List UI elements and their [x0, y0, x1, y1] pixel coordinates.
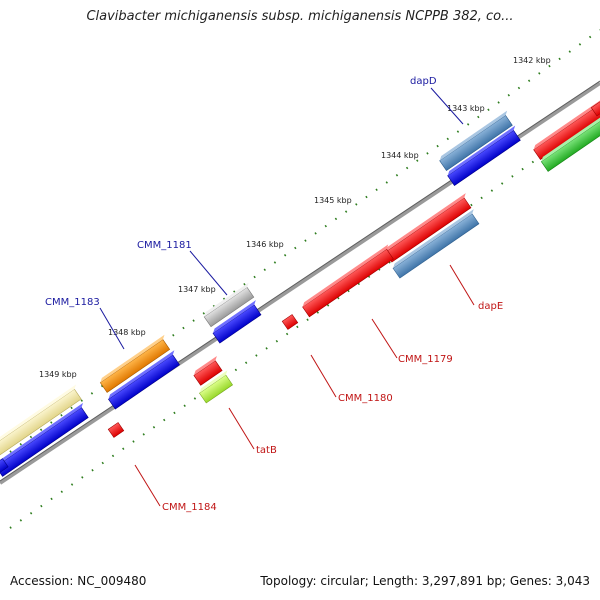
tick-label-1346: 1346 kbp — [246, 240, 284, 249]
feature-red-small-mid[interactable] — [192, 355, 225, 386]
feature-blue-1181-pair[interactable] — [211, 300, 264, 344]
feature-CMM_1180[interactable] — [281, 314, 299, 330]
feature-green-right[interactable] — [540, 113, 600, 172]
feature-CMM_1181[interactable] — [202, 282, 257, 328]
inner-tick-track — [9, 114, 600, 529]
feature-CMM_1184[interactable] — [107, 422, 125, 438]
feature-blue-left[interactable] — [0, 402, 92, 477]
leader-CMM_1180 — [310, 354, 337, 398]
leader-dapE — [449, 264, 475, 306]
accession-text: Accession: NC_009480 — [10, 574, 147, 588]
feature-dapE[interactable] — [391, 209, 482, 279]
tick-label-1347: 1347 kbp — [178, 285, 216, 294]
gene-label-tatB[interactable]: tatB — [256, 445, 277, 456]
label-leaders — [99, 87, 475, 507]
feature-blue-dapD-pair[interactable] — [446, 125, 524, 187]
gene-label-CMM_1184[interactable]: CMM_1184 — [162, 502, 217, 513]
tick-label-1349: 1349 kbp — [39, 370, 77, 379]
map-title: Clavibacter michiganensis subsp. michiga… — [86, 9, 514, 24]
leader-CMM_1179 — [371, 318, 398, 359]
gene-label-dapD[interactable]: dapD — [410, 76, 437, 87]
gene-label-dapE[interactable]: dapE — [478, 301, 503, 312]
feature-CMM_1179[interactable] — [301, 244, 397, 318]
gene-labels: dapD CMM_1181 CMM_1183 dapE CMM_1179 CMM… — [45, 76, 503, 513]
feature-blue-1183-pair[interactable] — [107, 350, 183, 410]
gene-label-CMM_1183[interactable]: CMM_1183 — [45, 297, 100, 308]
leader-CMM_1181 — [189, 250, 228, 296]
leader-CMM_1184 — [134, 464, 161, 507]
genome-summary-text: Topology: circular; Length: 3,297,891 bp… — [260, 574, 590, 588]
leader-CMM_1183 — [99, 307, 125, 350]
tick-label-1345: 1345 kbp — [314, 196, 352, 205]
feature-CMM_1183[interactable] — [99, 334, 173, 393]
tick-labels: 1342 kbp 1343 kbp 1344 kbp 1345 kbp 1346… — [39, 56, 551, 379]
outer-tick-track — [9, 29, 600, 453]
feature-blue-edge-left[interactable] — [0, 458, 9, 475]
gene-label-CMM_1179[interactable]: CMM_1179 — [398, 354, 453, 365]
gene-label-CMM_1181[interactable]: CMM_1181 — [137, 240, 192, 251]
feature-tatB[interactable] — [198, 370, 236, 404]
leader-dapD — [430, 87, 464, 125]
gene-label-CMM_1180[interactable]: CMM_1180 — [338, 393, 393, 404]
tick-label-1348: 1348 kbp — [108, 328, 146, 337]
leader-tatB — [228, 407, 255, 450]
feature-khaki-left[interactable] — [0, 384, 84, 466]
tick-label-1342: 1342 kbp — [513, 56, 551, 65]
feature-dapD[interactable] — [438, 110, 516, 172]
tick-label-1343: 1343 kbp — [447, 104, 485, 113]
feature-red-edge[interactable] — [590, 93, 600, 117]
tick-label-1344: 1344 kbp — [381, 151, 419, 160]
